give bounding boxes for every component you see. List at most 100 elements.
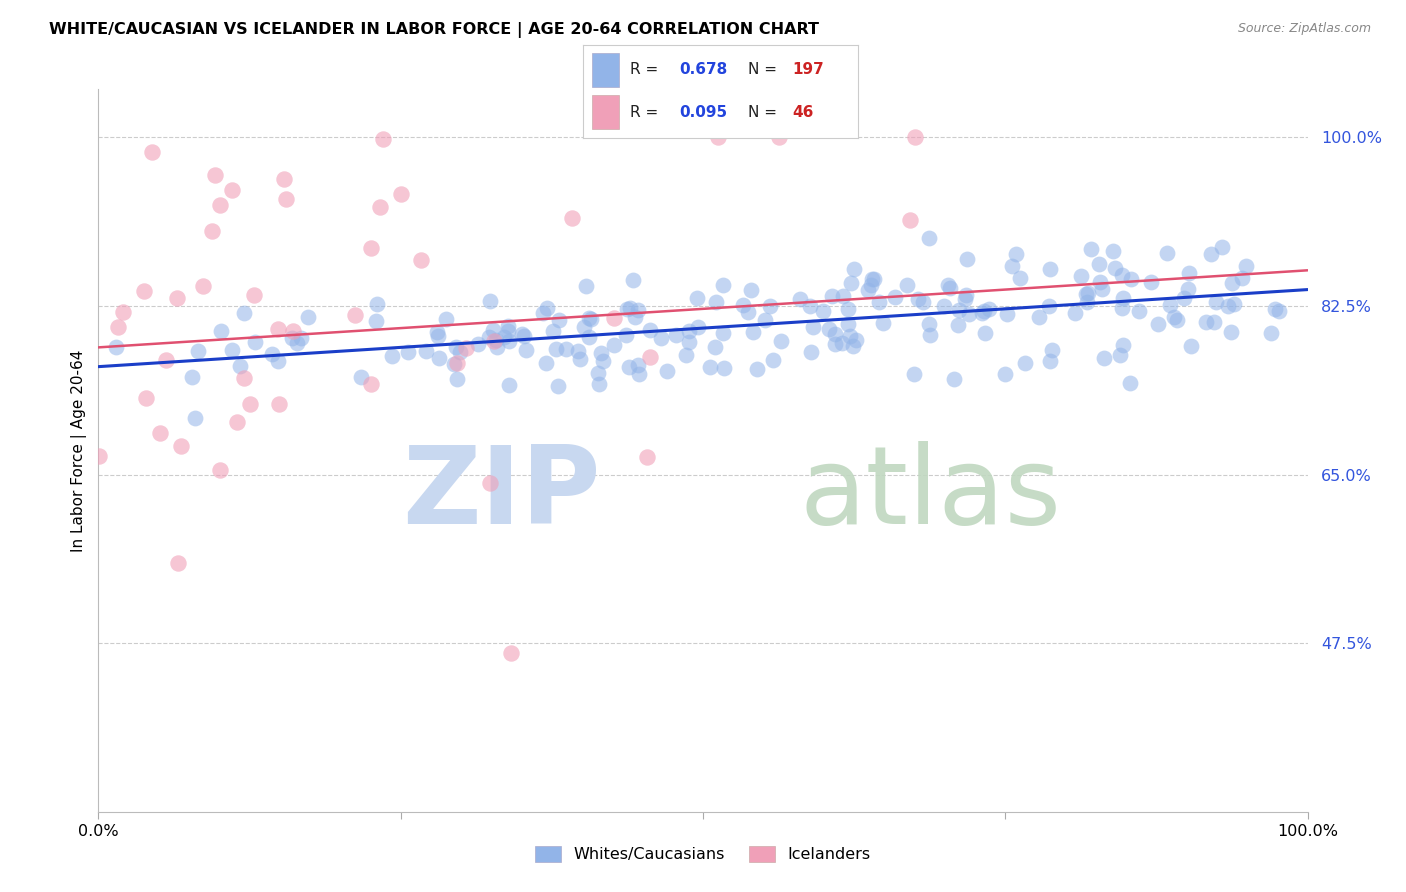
Point [132, 284, 155, 298]
Point [1104, 261, 1126, 276]
Point [948, 302, 970, 317]
Point [496, 324, 519, 338]
Point [1102, 244, 1125, 259]
Point [381, 349, 404, 363]
Point [904, 130, 927, 145]
Point [956, 252, 979, 266]
Point [1112, 338, 1135, 352]
Point [1077, 285, 1099, 300]
Point [515, 343, 537, 357]
Point [918, 328, 941, 343]
Point [918, 231, 941, 245]
Point [936, 278, 959, 293]
Point [454, 341, 477, 355]
Point [675, 348, 697, 362]
Point [1111, 301, 1133, 315]
Point [799, 300, 821, 314]
Point [276, 192, 298, 206]
Point [742, 325, 765, 339]
Point [1109, 348, 1132, 362]
Point [1163, 310, 1185, 325]
Point [621, 273, 644, 287]
Point [821, 288, 844, 302]
Point [740, 283, 762, 297]
Point [221, 343, 243, 357]
Point [824, 337, 846, 351]
Point [1080, 242, 1102, 256]
Point [1070, 268, 1092, 283]
Text: 46: 46 [792, 104, 813, 120]
Point [1064, 306, 1087, 320]
Point [1119, 272, 1142, 286]
Point [290, 331, 312, 345]
Point [350, 370, 373, 384]
Point [627, 303, 650, 318]
Point [486, 340, 509, 354]
Point [204, 168, 226, 182]
Point [803, 320, 825, 334]
Point [1001, 259, 1024, 273]
Point [1112, 292, 1135, 306]
Point [225, 415, 247, 429]
Point [364, 313, 387, 327]
Point [626, 358, 648, 372]
Point [534, 356, 557, 370]
Point [1039, 354, 1062, 368]
Point [467, 337, 489, 351]
Point [824, 326, 846, 341]
Point [1076, 295, 1098, 310]
Point [496, 318, 519, 333]
Point [242, 288, 264, 302]
Point [800, 345, 823, 359]
Point [1199, 247, 1222, 261]
Point [839, 276, 862, 290]
Point [860, 272, 883, 286]
Point [623, 310, 645, 324]
Point [243, 334, 266, 349]
Point [411, 252, 433, 267]
Point [603, 310, 626, 325]
Point [737, 305, 759, 319]
Text: WHITE/CAUCASIAN VS ICELANDER IN LABOR FORCE | AGE 20-64 CORRELATION CHART: WHITE/CAUCASIAN VS ICELANDER IN LABOR FO… [49, 22, 820, 38]
Point [105, 340, 128, 354]
Point [655, 363, 678, 377]
Point [640, 350, 662, 364]
Point [856, 283, 879, 297]
Point [170, 440, 193, 454]
Point [650, 331, 672, 345]
Point [586, 366, 609, 380]
Point [837, 317, 859, 331]
Point [396, 344, 419, 359]
Point [704, 294, 727, 309]
Point [837, 302, 859, 317]
Point [1264, 302, 1286, 317]
Point [1088, 276, 1111, 290]
Point [868, 295, 890, 310]
Point [1205, 295, 1227, 310]
Point [942, 372, 965, 386]
Point [512, 329, 534, 343]
Point [939, 281, 962, 295]
Point [818, 322, 841, 336]
Point [426, 325, 449, 339]
Text: 0.095: 0.095 [679, 104, 727, 120]
Point [208, 463, 231, 477]
Point [415, 344, 437, 359]
Point [934, 299, 956, 313]
Point [1216, 299, 1239, 313]
Point [762, 353, 785, 368]
Point [569, 352, 592, 367]
Point [948, 318, 970, 332]
Point [1091, 282, 1114, 296]
Text: 197: 197 [792, 62, 824, 78]
Point [872, 316, 894, 330]
Point [273, 172, 295, 186]
Point [1147, 318, 1170, 332]
Point [1128, 304, 1150, 318]
Point [1156, 246, 1178, 260]
Point [770, 334, 793, 348]
Point [209, 324, 232, 338]
Point [842, 262, 865, 277]
Point [994, 367, 1017, 381]
Point [239, 397, 262, 411]
